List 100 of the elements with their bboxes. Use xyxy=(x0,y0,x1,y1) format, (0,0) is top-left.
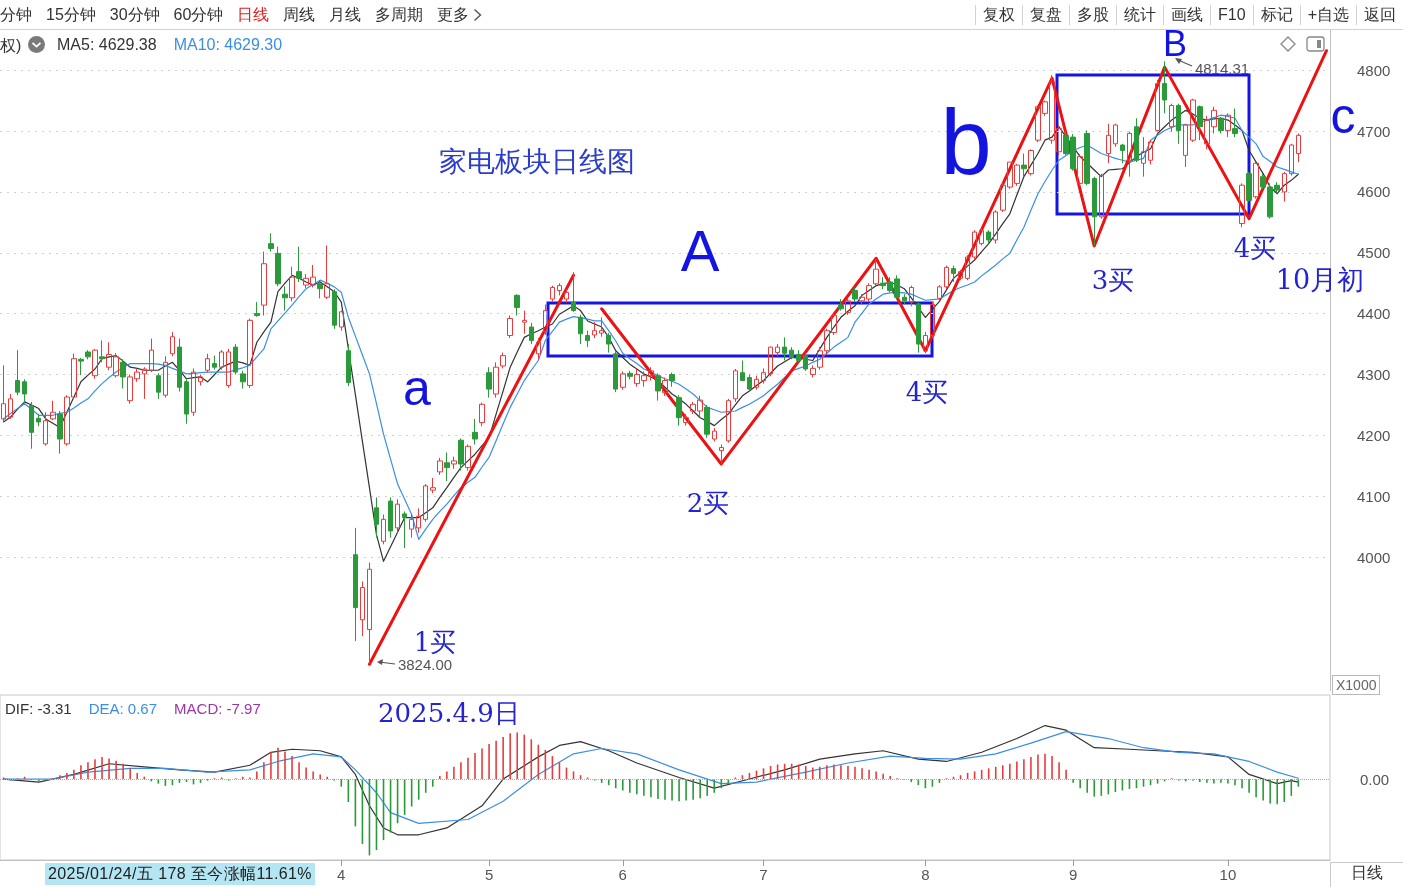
candlestick xyxy=(937,284,942,301)
candlestick xyxy=(416,507,421,534)
text: 分钟 xyxy=(0,4,32,25)
candlestick xyxy=(536,337,541,360)
candlestick xyxy=(669,372,675,388)
candlestick xyxy=(599,316,604,338)
annotation: 3买 xyxy=(1091,263,1135,297)
candlestick xyxy=(395,498,400,534)
candlestick xyxy=(205,353,210,374)
candlestick xyxy=(85,349,91,360)
candlestick xyxy=(289,266,295,302)
candlestick xyxy=(374,496,379,539)
candlestick xyxy=(1,364,6,423)
candlestick xyxy=(564,288,569,304)
candlestick xyxy=(149,338,154,373)
candlestick xyxy=(916,300,921,354)
y-tick-label: 4300 xyxy=(1357,366,1391,383)
text: 复盘 xyxy=(1022,4,1070,25)
candlestick xyxy=(240,370,246,389)
candlestick xyxy=(8,393,13,420)
candlestick xyxy=(317,279,323,299)
candlestick xyxy=(522,310,527,335)
annotation: 4买 xyxy=(905,375,949,409)
text: 标记 xyxy=(1252,4,1300,25)
candlestick xyxy=(324,244,330,300)
text: MACD: -7.97 xyxy=(174,700,261,717)
text: X1000 xyxy=(1332,675,1381,695)
text: 复权 xyxy=(975,4,1023,25)
candlestick xyxy=(507,314,513,339)
candlestick xyxy=(683,413,689,427)
text: DEA: 0.67 xyxy=(88,700,158,717)
candlestick xyxy=(578,314,583,345)
candlestick xyxy=(191,367,196,417)
candlestick xyxy=(1183,123,1188,168)
candlestick xyxy=(1253,161,1259,200)
candlestick xyxy=(479,402,485,427)
candlestick xyxy=(184,378,189,425)
candlestick xyxy=(1218,116,1224,134)
x-tick-label: 10 xyxy=(1219,866,1237,883)
candlestick xyxy=(543,304,548,336)
candlestick xyxy=(36,413,41,427)
candlestick xyxy=(1289,143,1294,176)
candlestick xyxy=(423,483,428,523)
candlestick xyxy=(332,288,337,330)
candlestick xyxy=(367,562,372,665)
candlestick xyxy=(775,343,780,357)
candlestick xyxy=(606,332,611,354)
candlestick xyxy=(747,374,752,392)
candlestick xyxy=(360,580,365,637)
candlestick xyxy=(796,349,801,363)
candlestick xyxy=(177,338,182,393)
candlestick xyxy=(1225,112,1231,138)
candlestick xyxy=(923,331,928,354)
text: 60分钟 xyxy=(173,4,224,25)
candlestick xyxy=(437,457,443,476)
annotation: a xyxy=(403,359,431,417)
text: 多股 xyxy=(1069,4,1117,25)
annotation: A xyxy=(680,216,720,284)
candlestick xyxy=(409,513,414,539)
text: 月线 xyxy=(329,4,362,25)
annotation: 2025.4.9日 xyxy=(378,697,520,730)
candlestick xyxy=(451,456,457,470)
candlestick xyxy=(261,251,267,316)
candlestick xyxy=(493,361,499,399)
candlestick xyxy=(557,282,562,296)
text: 多周期 xyxy=(375,4,424,25)
candlestick xyxy=(620,370,626,391)
y-tick-label: 4200 xyxy=(1357,426,1391,444)
y-tick-label: 4700 xyxy=(1357,122,1391,140)
annotation: 10月初 xyxy=(1275,263,1365,297)
candlestick xyxy=(339,310,344,332)
text: 画线 xyxy=(1163,4,1211,25)
candlestick xyxy=(852,286,858,302)
candlestick xyxy=(458,437,464,472)
candlestick xyxy=(550,285,555,302)
candlestick xyxy=(909,285,914,307)
candlestick xyxy=(979,227,984,246)
candlestick xyxy=(1239,182,1245,228)
candlestick xyxy=(1106,123,1111,164)
candlestick xyxy=(1028,148,1034,176)
candlestick xyxy=(944,265,949,290)
candlestick xyxy=(627,370,633,380)
text: c xyxy=(1330,87,1356,145)
y-tick-label: 4400 xyxy=(1357,305,1391,323)
candlestick xyxy=(57,410,63,455)
text: +自选 xyxy=(1299,4,1356,25)
candlestick xyxy=(92,348,98,380)
candlestick xyxy=(212,355,217,371)
text: 日线 xyxy=(237,4,270,25)
y-tick-label: 4800 xyxy=(1357,61,1391,79)
candlestick xyxy=(958,269,963,281)
text: 日线 xyxy=(1330,862,1403,887)
candlestick xyxy=(1120,143,1125,164)
annotation: 2买 xyxy=(686,486,730,520)
candlestick xyxy=(1169,103,1174,133)
x-tick-label: 5 xyxy=(484,866,494,883)
ref-line-label: 0.00 xyxy=(1360,770,1390,788)
x-tick-label: 6 xyxy=(618,866,627,883)
candlestick xyxy=(1296,132,1301,163)
x-tick-label: 4 xyxy=(337,866,346,883)
